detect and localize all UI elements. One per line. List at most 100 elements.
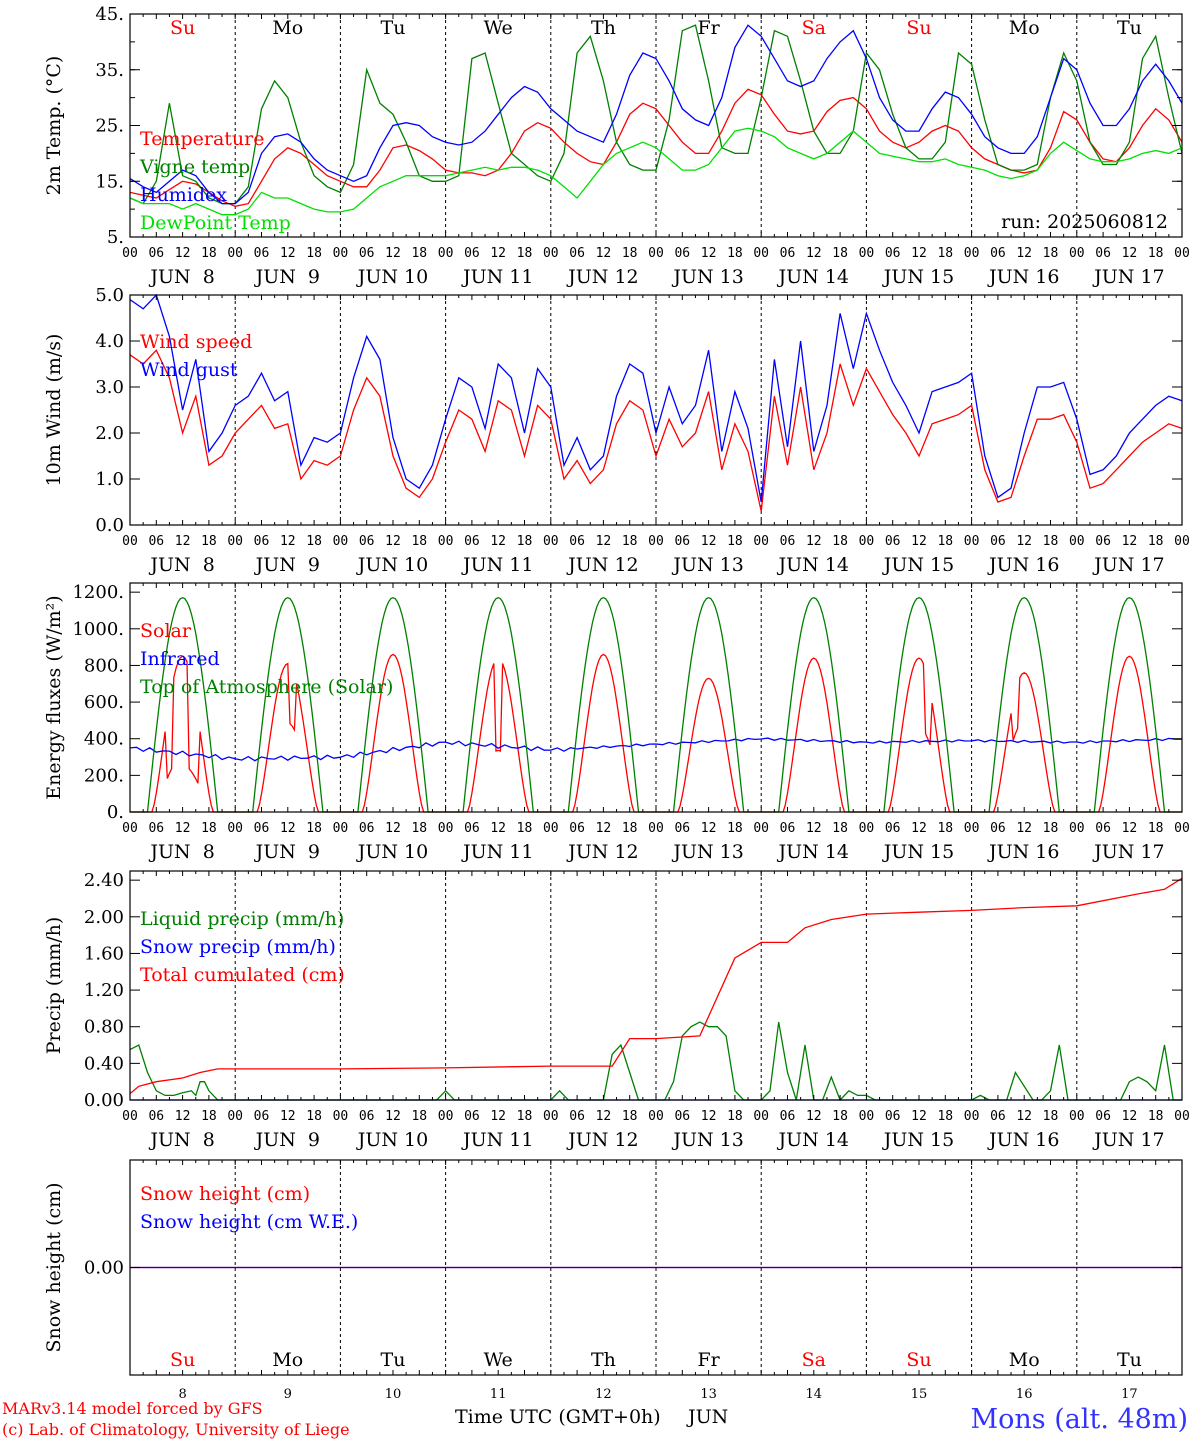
snow-ytick-label: 0.00 — [84, 1258, 124, 1279]
temperature-hour-label: 12 — [911, 246, 927, 261]
energy-ytick-label: 1200. — [72, 582, 124, 603]
precip-hour-label: 06 — [569, 1109, 585, 1124]
wind-ytick-label: 5.0 — [95, 285, 124, 306]
temperature-hour-label: 18 — [201, 246, 217, 261]
energy-axes: 0. 200. 400. 600. 800. 1000. 1200. 00 06 12 18 JUN … — [72, 582, 1189, 863]
energy-gridlines — [234, 583, 1078, 812]
wind-series-line-1 — [129, 293, 1183, 503]
energy-date-label: JUN 10 — [356, 841, 428, 863]
temperature-date-label: JUN 11 — [461, 266, 533, 288]
energy-hour-label: 00 — [648, 821, 664, 836]
precip-hour-label: 18 — [937, 1109, 953, 1124]
energy-hour-label: 18 — [1148, 821, 1164, 836]
wind-date-label: JUN 14 — [777, 554, 849, 576]
energy-hour-label: 00 — [122, 821, 138, 836]
precip-hour-label: 12 — [175, 1109, 191, 1124]
temperature-hour-label: 06 — [674, 246, 690, 261]
precip-hour-label: 12 — [596, 1109, 612, 1124]
temperature-ytick-label: 5. — [107, 227, 124, 248]
wind-date-label: JUN 8 — [148, 554, 214, 576]
precip-hour-label: 06 — [1095, 1109, 1111, 1124]
temperature-date-label: JUN 12 — [566, 266, 638, 288]
temperature-hour-label: 00 — [1069, 246, 1085, 261]
day-number: 15 — [911, 1387, 928, 1402]
wind-hour-label: 06 — [990, 534, 1006, 549]
run-annotation: run: 2025060812 — [1001, 211, 1168, 233]
energy-hour-label: 06 — [674, 821, 690, 836]
temperature-hour-label: 12 — [1016, 246, 1032, 261]
precip-date-label: JUN 11 — [461, 1129, 533, 1151]
temperature-hour-label: 06 — [254, 246, 270, 261]
precip-ytick-label: 0.80 — [84, 1017, 124, 1038]
temperature-hour-label: 18 — [517, 246, 533, 261]
precip-hour-label: 00 — [333, 1109, 349, 1124]
precip-date-label: JUN 16 — [987, 1129, 1059, 1151]
energy-ytick-label: 800. — [84, 655, 124, 676]
precip-date-label: JUN 8 — [148, 1129, 214, 1151]
temperature-date-label: JUN 14 — [777, 266, 849, 288]
temperature-ylabel: 2m Temp. (°C) — [43, 56, 65, 196]
precip-hour-label: 12 — [385, 1109, 401, 1124]
wind-hour-label: 00 — [122, 534, 138, 549]
precip-hour-label: 06 — [674, 1109, 690, 1124]
temperature-hour-label: 18 — [937, 246, 953, 261]
wind-ytick-label: 1.0 — [95, 469, 124, 490]
weekday-label-bottom: Su — [906, 1349, 931, 1371]
precip-hour-label: 00 — [543, 1109, 559, 1124]
temperature-hour-label: 06 — [569, 246, 585, 261]
wind-series-line-0 — [129, 349, 1183, 512]
wind-ylabel: 10m Wind (m/s) — [43, 334, 65, 487]
temperature-date-label: JUN 10 — [356, 266, 428, 288]
energy-hour-label: 06 — [254, 821, 270, 836]
weekday-label-bottom: Th — [591, 1349, 616, 1371]
snow-ylabel: Snow height (cm) — [43, 1182, 65, 1352]
precip-hour-label: 12 — [1122, 1109, 1138, 1124]
wind-series — [129, 293, 1183, 512]
temperature-hour-label: 00 — [543, 246, 559, 261]
wind-hour-label: 06 — [674, 534, 690, 549]
wind-hour-label: 18 — [1148, 534, 1164, 549]
temperature-hour-label: 00 — [859, 246, 875, 261]
energy-hour-label: 00 — [543, 821, 559, 836]
temperature-date-label: JUN 8 — [148, 266, 214, 288]
precip-series-line-2 — [129, 877, 1183, 1095]
precip-hour-label: 18 — [832, 1109, 848, 1124]
weekday-label: We — [484, 17, 513, 39]
temperature-hour-label: 18 — [1043, 246, 1059, 261]
temperature-hour-label: 06 — [148, 246, 164, 261]
station-title: Mons (alt. 48m) — [970, 1404, 1188, 1435]
precip-hour-label: 12 — [806, 1109, 822, 1124]
precip-legend-entry: Snow precip (mm/h) — [140, 936, 336, 958]
day-number: 13 — [700, 1387, 717, 1402]
energy-hour-label: 06 — [359, 821, 375, 836]
energy-legend-entry: Infrared — [140, 648, 220, 670]
precip-hour-label: 18 — [411, 1109, 427, 1124]
temperature-ytick-label: 45. — [95, 4, 124, 25]
temperature-series-line-2 — [129, 24, 1183, 205]
precip-hour-label: 00 — [122, 1109, 138, 1124]
temperature-hour-label: 00 — [964, 246, 980, 261]
day-number: 16 — [1016, 1387, 1033, 1402]
wind-hour-label: 06 — [1095, 534, 1111, 549]
weekday-label-bottom: We — [484, 1349, 513, 1371]
energy-hour-label: 12 — [490, 821, 506, 836]
wind-hour-label: 00 — [753, 534, 769, 549]
wind-hour-label: 12 — [385, 534, 401, 549]
wind-axes: 0.0 1.0 2.0 3.0 4.0 5.0 00 06 12 18 JUN 8 00 06 12 18 J… — [95, 285, 1189, 576]
wind-hour-label: 12 — [175, 534, 191, 549]
energy-hour-label: 18 — [937, 821, 953, 836]
wind-hour-label: 06 — [148, 534, 164, 549]
temperature-legend: Temperature Vigne temp Humidex DewPoint Tem… — [139, 128, 291, 234]
temperature-legend-entry: DewPoint Temp — [140, 212, 291, 234]
temperature-hour-label: 06 — [464, 246, 480, 261]
wind-hour-label: 18 — [622, 534, 638, 549]
energy-hour-label-end: 00 — [1174, 821, 1190, 836]
temperature-ytick-label: 15. — [95, 171, 124, 192]
wind-hour-label: 18 — [1043, 534, 1059, 549]
weekday-label-bottom: Su — [170, 1349, 195, 1371]
temperature-hour-label: 00 — [227, 246, 243, 261]
wind-ytick-label: 3.0 — [95, 377, 124, 398]
precip-hour-label: 12 — [280, 1109, 296, 1124]
energy-date-label: JUN 17 — [1092, 841, 1164, 863]
credit-model: MARv3.14 model forced by GFS — [2, 1399, 263, 1418]
